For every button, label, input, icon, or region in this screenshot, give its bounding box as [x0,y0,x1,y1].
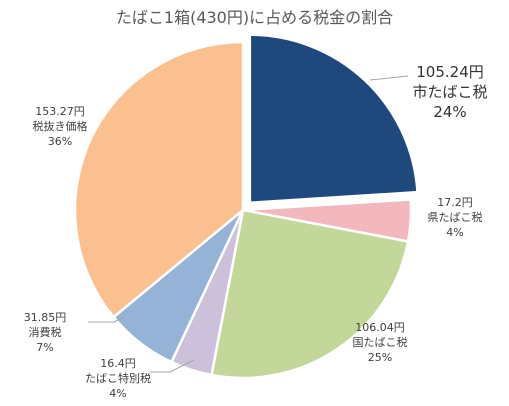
label-prefecture-tax-percent: 4% [446,226,464,239]
label-national-tax-name: 国たばこ税 [352,336,408,349]
label-prefecture-tax-name: 県たばこ税 [427,211,483,224]
leader-special-tax [150,359,195,373]
slice-city-tax [248,33,419,205]
label-city-tax-amount: 105.24円 [416,63,484,81]
label-pretax-price-percent: 36% [47,135,73,148]
label-special-tax-name: たばこ特別税 [85,372,151,385]
label-consumption-tax-percent: 7% [36,341,54,354]
leader-city-tax [369,75,409,81]
label-national-tax: 106.04円 国たばこ税 25% [335,320,425,365]
label-national-tax-percent: 25% [367,351,393,364]
slice-national-tax [210,208,410,380]
label-national-tax-amount: 106.04円 [355,321,405,334]
label-consumption-tax-amount: 31.85円 [23,311,67,324]
slice-pretax-price [73,40,245,319]
label-city-tax: 105.24円 市たばこ税 24% [395,62,505,122]
label-consumption-tax: 31.85円 消費税 7% [0,310,90,355]
label-special-tax-amount: 16.4円 [100,357,136,370]
label-special-tax-percent: 4% [109,387,127,400]
label-pretax-price: 153.27円 税抜き価格 36% [15,104,105,149]
label-prefecture-tax-amount: 17.2円 [437,196,473,209]
label-prefecture-tax: 17.2円 県たばこ税 4% [410,195,500,240]
label-city-tax-percent: 24% [433,103,467,121]
label-pretax-price-amount: 153.27円 [35,105,85,118]
label-city-tax-name: 市たばこ税 [412,83,488,101]
label-consumption-tax-name: 消費税 [28,326,62,339]
label-pretax-price-name: 税抜き価格 [32,120,88,133]
label-special-tax: 16.4円 たばこ特別税 4% [68,356,168,401]
chart-title: たばこ1箱(430円)に占める税金の割合 [115,8,394,27]
leader-consumption-tax [88,315,127,323]
